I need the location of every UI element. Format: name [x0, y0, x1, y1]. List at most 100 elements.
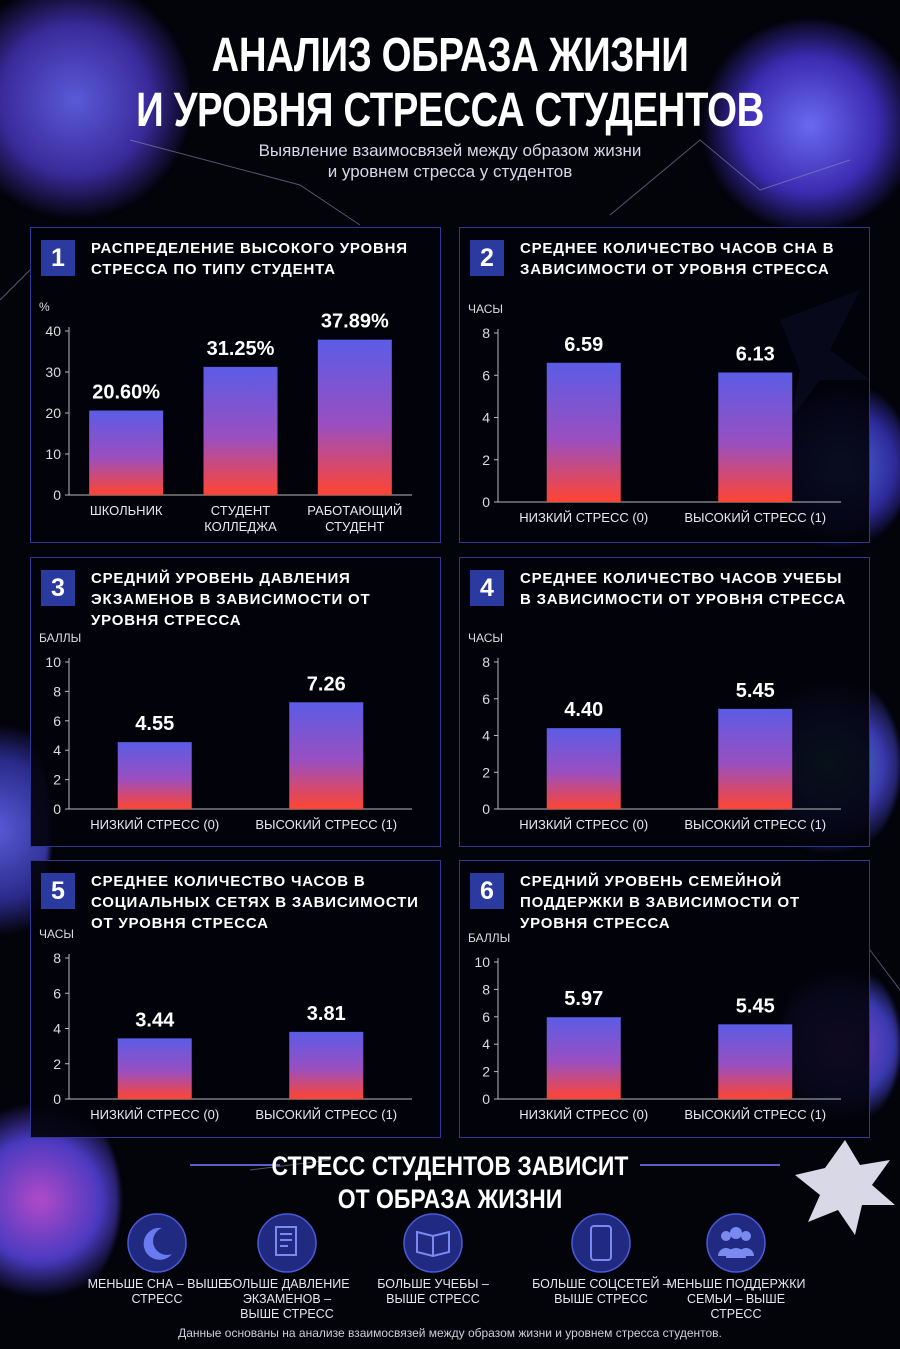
chart-panel: ЧАСЫ 0 2 4 6 8 3.44 НИЗКИЙ СТРЕСС (0) 3.81 ВЫСОКИ…	[30, 860, 441, 1138]
conclusion-item: БОЛЬШЕ УЧЕБЫ – ВЫШЕ СТРЕСС	[377, 1277, 489, 1306]
x-tick-label-box: НИЗКИЙ СТРЕСС (0)	[90, 817, 220, 832]
conclusion-item: БОЛЬШЕ ДАВЛЕНИЕ ЭКЗАМЕНОВ – ВЫШЕ СТРЕСС	[224, 1277, 350, 1321]
x-tick-label: РАБОТАЮЩИЙ СТУДЕНТ	[307, 503, 403, 534]
bar	[89, 410, 164, 495]
chart: ЧАСЫ 0 2 4 6 8 3.44 НИЗКИЙ СТРЕСС (0) 3.81 ВЫСОКИ…	[39, 927, 412, 1122]
y-tick-label: 6	[482, 367, 490, 383]
subtitle: и уровнем стресса у студентов	[327, 162, 573, 181]
chart-number: 6	[470, 873, 504, 909]
chart-panel: БАЛЛЫ 0 2 4 6 8 10 4.55 НИЗКИЙ СТРЕСС (0) 7.26 ВЫС…	[30, 557, 441, 847]
y-tick-label: 8	[53, 683, 61, 699]
x-tick-label-box: ВЫСОКИЙ СТРЕСС (1)	[684, 817, 827, 832]
value-label: 7.26	[307, 673, 346, 695]
chart-number: 1	[41, 240, 75, 276]
value-label: 31.25%	[207, 338, 275, 360]
chart-title: СРЕДНЕЕ КОЛИЧЕСТВО ЧАСОВ СНА В ЗАВИСИМОС…	[520, 240, 835, 278]
subtitle: Выявление взаимосвязей между образом жиз…	[258, 141, 642, 160]
chart: БАЛЛЫ 0 2 4 6 8 10 4.55 НИЗКИЙ СТРЕСС (0) 7.26 ВЫС…	[39, 631, 412, 832]
y-axis-label: БАЛЛЫ	[468, 931, 510, 945]
bar	[546, 728, 621, 809]
x-tick-label-box: ВЫСОКИЙ СТРЕСС (1)	[684, 510, 827, 525]
y-axis-label: ЧАСЫ	[468, 631, 503, 645]
x-tick-label-box: НИЗКИЙ СТРЕСС (0)	[519, 510, 649, 525]
value-label: 5.45	[736, 680, 775, 702]
y-tick-label: 0	[482, 494, 490, 510]
chart: % 0 10 20 30 40 20.60% ШКОЛЬНИК 31.25% СТУДЕНТ КО…	[39, 300, 412, 534]
value-label: 5.45	[736, 995, 775, 1017]
y-tick-label: 2	[53, 1056, 61, 1072]
x-tick-label-box: ВЫСОКИЙ СТРЕСС (1)	[255, 817, 398, 832]
y-tick-label: 2	[53, 772, 61, 788]
y-tick-label: 0	[482, 801, 490, 817]
x-tick-label-box: РАБОТАЮЩИЙ СТУДЕНТ	[307, 503, 403, 534]
x-tick-label-box: НИЗКИЙ СТРЕСС (0)	[90, 1107, 220, 1122]
x-tick-label: НИЗКИЙ СТРЕСС (0)	[519, 1107, 649, 1122]
chart-title: СРЕДНЕЕ КОЛИЧЕСТВО ЧАСОВ УЧЕБЫ В ЗАВИСИМ…	[520, 570, 847, 608]
conclusion-item: МЕНЬШЕ ПОДДЕРЖКИ СЕМЬИ – ВЫШЕ СТРЕСС	[666, 1277, 806, 1321]
y-axis-label: %	[39, 300, 50, 314]
y-tick-label: 30	[45, 364, 61, 380]
chart-panel: ЧАСЫ 0 2 4 6 8 6.59 НИЗКИЙ СТРЕСС (0) 6.13 ВЫСОКИ…	[459, 227, 870, 543]
x-tick-label: НИЗКИЙ СТРЕСС (0)	[519, 510, 649, 525]
y-tick-label: 8	[482, 654, 490, 670]
x-tick-label: ШКОЛЬНИК	[89, 503, 163, 518]
x-tick-label: ВЫСОКИЙ СТРЕСС (1)	[255, 1107, 398, 1122]
x-tick-label: ВЫСОКИЙ СТРЕСС (1)	[255, 817, 398, 832]
decoration	[700, 20, 900, 230]
chart-number: 3	[41, 570, 75, 606]
bar	[117, 742, 192, 809]
y-tick-label: 10	[474, 954, 490, 970]
x-tick-label-box: НИЗКИЙ СТРЕСС (0)	[519, 817, 648, 832]
y-axis-label: ЧАСЫ	[39, 927, 74, 941]
x-tick-label-box: ШКОЛЬНИК	[89, 503, 163, 518]
x-tick-label: НИЗКИЙ СТРЕСС (0)	[90, 1107, 220, 1122]
value-label: 4.55	[135, 713, 174, 735]
y-tick-label: 4	[482, 728, 490, 744]
value-label: 5.97	[564, 988, 603, 1010]
y-tick-label: 2	[482, 452, 490, 468]
x-tick-label: СТУДЕНТ КОЛЛЕДЖА	[204, 503, 277, 534]
x-tick-label: ВЫСОКИЙ СТРЕСС (1)	[684, 817, 827, 832]
y-tick-label: 6	[53, 985, 61, 1001]
conclusion-item: БОЛЬШЕ СОЦСЕТЕЙ – ВЫШЕ СТРЕСС	[532, 1277, 670, 1306]
y-tick-label: 0	[482, 1091, 490, 1107]
x-tick-label-box: ВЫСОКИЙ СТРЕСС (1)	[684, 1107, 826, 1122]
y-tick-label: 0	[53, 1091, 61, 1107]
y-tick-label: 8	[482, 981, 490, 997]
chart-panel: ЧАСЫ 0 2 4 6 8 4.40 НИЗКИЙ СТРЕСС (0) 5.45 ВЫСОКИ…	[459, 557, 870, 847]
y-tick-label: 8	[53, 950, 61, 966]
y-tick-label: 20	[45, 405, 61, 421]
x-tick-label-box: ВЫСОКИЙ СТРЕСС (1)	[255, 1107, 398, 1122]
bar	[289, 1031, 364, 1099]
value-label: 37.89%	[321, 311, 389, 333]
value-label: 6.59	[564, 334, 603, 356]
chart-title: СРЕДНИЙ УРОВЕНЬ ДАВЛЕНИЯ ЭКЗАМЕНОВ В ЗАВ…	[91, 570, 371, 629]
y-tick-label: 10	[45, 446, 61, 462]
y-tick-label: 2	[482, 1064, 490, 1080]
chart-title: СРЕДНИЙ УРОВЕНЬ СЕМЕЙНОЙ ПОДДЕРЖКИ В ЗАВ…	[520, 873, 800, 932]
y-tick-label: 0	[53, 487, 61, 503]
x-tick-label: ВЫСОКИЙ СТРЕСС (1)	[684, 510, 827, 525]
y-tick-label: 0	[53, 801, 61, 817]
bar	[546, 362, 621, 502]
chart-number: 2	[470, 240, 504, 276]
value-label: 20.60%	[92, 382, 160, 404]
bar	[718, 708, 793, 809]
chart: ЧАСЫ 0 2 4 6 8 6.59 НИЗКИЙ СТРЕСС (0) 6.13 ВЫСОКИ…	[468, 302, 841, 525]
y-tick-label: 8	[482, 325, 490, 341]
bar	[203, 366, 278, 495]
y-tick-label: 6	[482, 691, 490, 707]
x-tick-label-box: СТУДЕНТ КОЛЛЕДЖА	[204, 503, 277, 534]
y-tick-label: 6	[53, 713, 61, 729]
chart-panel: % 0 10 20 30 40 20.60% ШКОЛЬНИК 31.25% СТУДЕНТ КО…	[30, 227, 441, 543]
x-tick-label: НИЗКИЙ СТРЕСС (0)	[90, 817, 220, 832]
bar	[317, 339, 392, 495]
bar	[117, 1038, 192, 1099]
chart-title: СРЕДНЕЕ КОЛИЧЕСТВО ЧАСОВ В СОЦИАЛЬНЫХ СЕ…	[91, 873, 419, 932]
value-label: 3.81	[307, 1003, 346, 1025]
title: И УРОВНЯ СТРЕССА СТУДЕНТОВ	[136, 84, 764, 137]
y-axis-label: БАЛЛЫ	[39, 631, 81, 645]
chart-number: 5	[41, 873, 75, 909]
chart: БАЛЛЫ 0 2 4 6 8 10 5.97 НИЗКИЙ СТРЕСС (0) 5.45 ВЫС…	[468, 931, 841, 1122]
